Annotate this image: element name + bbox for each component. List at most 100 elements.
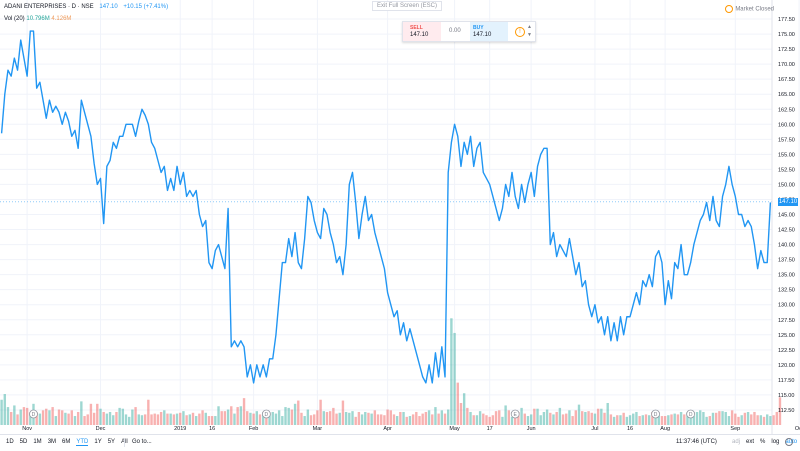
y-tick-label: 157.50 <box>778 137 795 143</box>
volume-bar <box>638 416 641 425</box>
volume-bar <box>360 414 364 425</box>
symbol-title[interactable]: ADANI ENTERPRISES · D · NSE <box>4 4 94 10</box>
volume-bar <box>651 411 654 425</box>
volume-bar <box>150 414 153 425</box>
range-5y[interactable]: 5Y <box>107 439 116 445</box>
volume-bar <box>252 413 255 425</box>
volume-bar <box>131 409 134 425</box>
event-marker[interactable] <box>651 409 660 419</box>
goto-button[interactable]: Go to... <box>132 439 152 445</box>
y-tick-label: 135.00 <box>778 273 795 279</box>
volume-bar <box>386 409 389 425</box>
x-tick-label: 16 <box>627 426 633 432</box>
volume-bar <box>711 412 715 425</box>
collapse-arrows-icon[interactable]: ▲ ▼ <box>527 24 532 38</box>
volume-bar <box>194 416 198 425</box>
info-icon[interactable]: ! <box>515 27 525 37</box>
buy-label: BUY <box>473 25 484 31</box>
volume-bar <box>0 399 3 425</box>
volume-bar <box>332 407 335 425</box>
volume-bar <box>596 408 600 425</box>
volume-bar <box>491 415 495 425</box>
event-marker[interactable] <box>261 409 271 419</box>
buy-button[interactable]: BUY 147.10 <box>470 22 508 41</box>
y-tick-label: 175.00 <box>778 32 795 38</box>
volume-bar <box>344 411 348 425</box>
volume-bar <box>348 412 351 425</box>
volume-bar <box>319 399 322 425</box>
volume-bar <box>679 411 683 425</box>
range-1d[interactable]: 1D <box>6 439 14 445</box>
volume-bar <box>306 409 310 425</box>
event-marker[interactable] <box>510 409 520 419</box>
x-tick-label: Jun <box>527 426 536 432</box>
exit-fullscreen-button[interactable]: Exit Full Screen (ESC) <box>372 1 443 11</box>
volume-bar <box>6 407 10 425</box>
scale-option-log[interactable]: log <box>771 439 780 445</box>
volume-bar <box>22 407 26 425</box>
x-tick-label: May <box>449 426 460 432</box>
y-tick-label: 165.00 <box>778 92 795 98</box>
y-tick-label: 120.00 <box>778 363 795 369</box>
volume-bar <box>571 416 574 425</box>
scale-option-adj[interactable]: adj <box>732 439 741 445</box>
volume-bars <box>0 318 782 425</box>
volume-bar <box>574 410 578 425</box>
volume-bar <box>750 414 753 425</box>
range-1y[interactable]: 1Y <box>94 439 102 445</box>
range-1m[interactable]: 1M <box>33 439 42 445</box>
volume-bar <box>459 403 463 425</box>
volume-bar <box>261 412 265 425</box>
range-6m[interactable]: 6M <box>62 439 71 445</box>
volume-bar <box>159 411 163 425</box>
event-marker[interactable] <box>686 409 696 419</box>
volume-bar <box>179 412 182 425</box>
range-3m[interactable]: 3M <box>47 439 57 445</box>
range-5d[interactable]: 5D <box>19 439 28 445</box>
settings-icon[interactable] <box>785 438 793 446</box>
buy-price: 147.10 <box>473 32 492 38</box>
utc-clock[interactable]: 11:37:46 (UTC) <box>676 439 717 445</box>
volume-bar <box>341 400 345 425</box>
bottom-toolbar: 1D5D1M3M6MYTD1Y5YAll Go to... 11:37:46 (… <box>0 434 800 451</box>
y-tick-label: 167.50 <box>778 77 795 83</box>
volume-bar <box>657 415 660 425</box>
volume-bar <box>309 415 313 425</box>
volume-legend: Vol (20) 10.796M 4.126M <box>4 16 71 22</box>
x-tick-label: Oct <box>795 426 800 432</box>
volume-bar <box>718 411 721 425</box>
scale-option-ext[interactable]: ext <box>746 439 755 445</box>
y-tick-label: 150.00 <box>778 182 795 188</box>
event-marker[interactable] <box>29 409 38 419</box>
volume-bar <box>689 414 692 425</box>
volume-bar <box>233 413 236 425</box>
volume-bar <box>647 415 651 425</box>
y-tick-label: 140.00 <box>778 243 795 249</box>
volume-bar <box>395 416 399 425</box>
volume-bar <box>392 414 396 425</box>
volume-bar <box>61 410 64 425</box>
x-tick-label: 2019 <box>174 426 186 432</box>
volume-bar <box>577 404 581 425</box>
price-axis[interactable]: 112.50 115.00 117.50 120.00 122.50 125.00 127.… <box>778 17 795 414</box>
sell-button[interactable]: SELL 147.10 <box>403 22 441 41</box>
volume-bar <box>220 411 223 425</box>
volume-bar <box>437 413 440 425</box>
series-line <box>0 30 772 384</box>
volume-bar <box>609 414 613 425</box>
volume-bar <box>558 407 562 425</box>
scale-option-percent[interactable]: % <box>760 439 766 445</box>
volume-bar <box>440 410 444 425</box>
market-status-label: Market Closed <box>735 6 774 13</box>
time-axis[interactable]: Nov Dec 2019 16 Feb Mar Apr May 17 Jun Jul 16 Aug Sep… <box>22 426 800 432</box>
range-ytd[interactable]: YTD <box>76 439 89 446</box>
volume-bar <box>80 401 83 425</box>
volume-bar <box>268 414 271 425</box>
volume-bar <box>737 416 740 425</box>
volume-bar <box>316 410 319 425</box>
volume-bar <box>498 410 501 425</box>
volume-label[interactable]: Vol (20) <box>4 16 25 22</box>
volume-bar <box>172 414 176 425</box>
volume-bar <box>654 416 657 425</box>
